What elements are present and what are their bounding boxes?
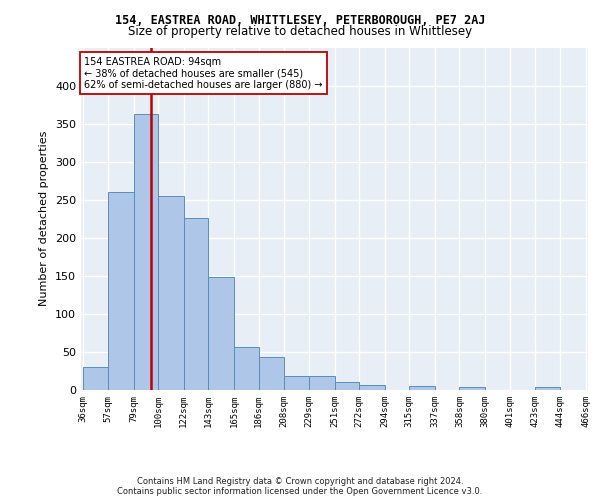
Bar — [535, 387, 560, 390]
Text: 154 EASTREA ROAD: 94sqm
← 38% of detached houses are smaller (545)
62% of semi-d: 154 EASTREA ROAD: 94sqm ← 38% of detache… — [84, 56, 322, 90]
Bar — [184, 218, 208, 390]
Bar — [460, 387, 485, 390]
Bar — [83, 367, 108, 390]
Bar — [284, 376, 309, 390]
Y-axis label: Number of detached properties: Number of detached properties — [40, 131, 49, 306]
Bar — [335, 382, 359, 390]
Bar — [309, 376, 335, 390]
Bar — [158, 196, 184, 390]
Bar — [134, 114, 158, 390]
Text: 154, EASTREA ROAD, WHITTLESEY, PETERBOROUGH, PE7 2AJ: 154, EASTREA ROAD, WHITTLESEY, PETERBORO… — [115, 14, 485, 27]
Bar — [108, 192, 134, 390]
Bar — [208, 278, 234, 390]
Bar — [359, 384, 385, 390]
Bar — [409, 386, 435, 390]
Bar — [259, 358, 284, 390]
Bar — [234, 346, 259, 390]
Text: Contains HM Land Registry data © Crown copyright and database right 2024.
Contai: Contains HM Land Registry data © Crown c… — [118, 476, 482, 496]
Text: Size of property relative to detached houses in Whittlesey: Size of property relative to detached ho… — [128, 25, 472, 38]
